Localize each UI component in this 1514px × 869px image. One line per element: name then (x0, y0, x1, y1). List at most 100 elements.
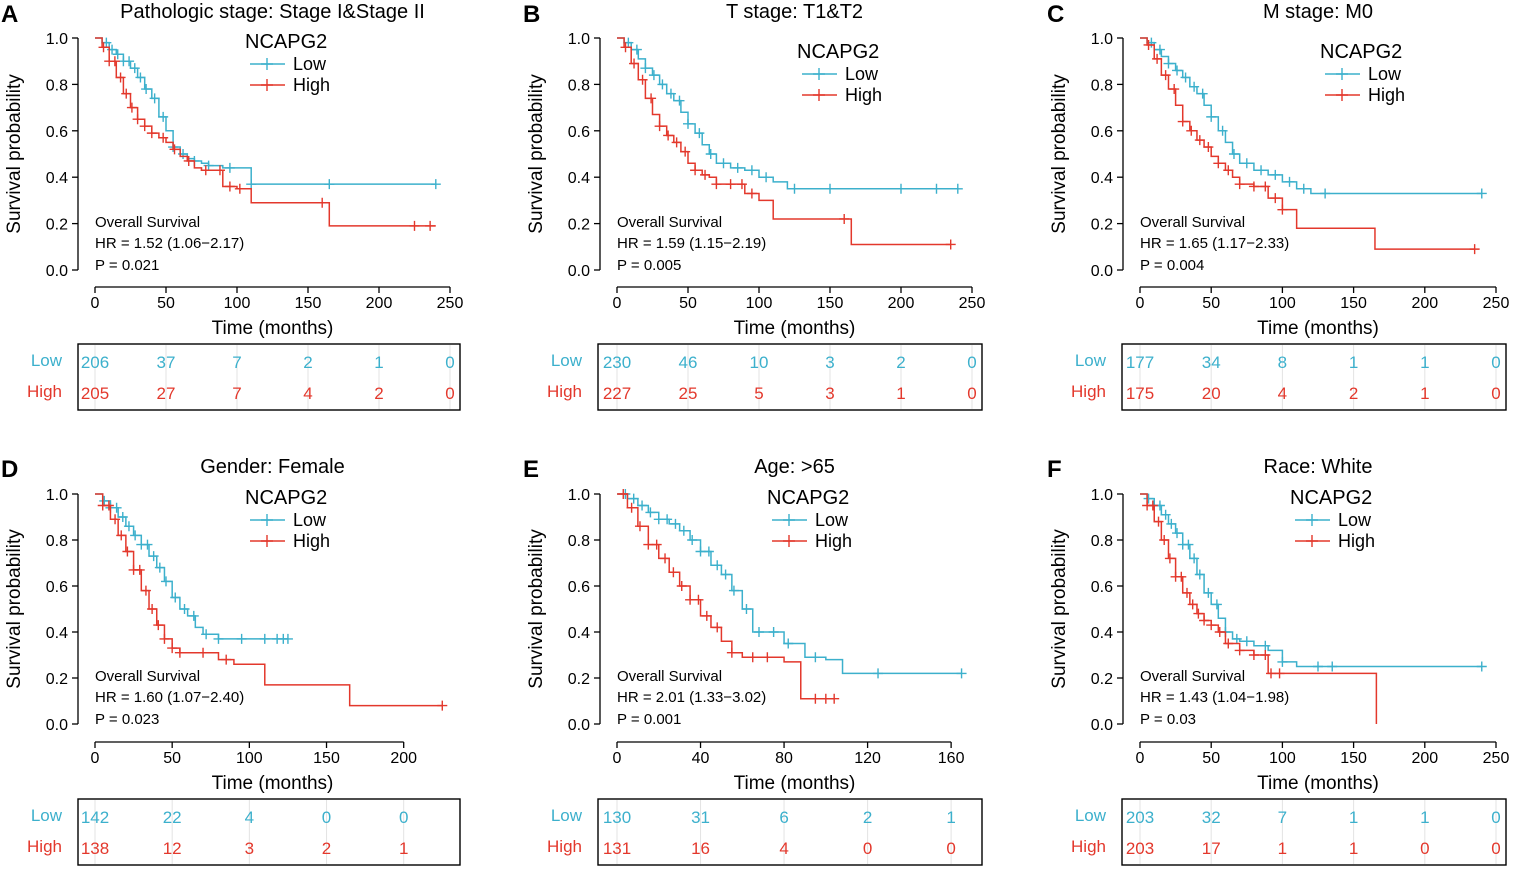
censor-mark-low (179, 604, 190, 614)
overall-survival-label: Overall Survival (95, 214, 200, 231)
x-tick-label: 250 (1483, 295, 1510, 312)
censor-mark-high (234, 183, 245, 194)
censor-mark-low (657, 79, 668, 90)
y-tick-label: 0.6 (46, 579, 68, 596)
risk-count-low: 7 (1278, 808, 1287, 827)
risk-row-label-high: High (1071, 837, 1106, 856)
x-axis-label: Time (months) (734, 318, 856, 339)
censor-mark-low (1160, 509, 1171, 520)
y-axis-label: Survival probability (526, 529, 547, 689)
risk-count-low: 22 (163, 808, 182, 827)
censor-mark-high (317, 197, 328, 208)
x-tick-label: 0 (1136, 750, 1145, 767)
risk-count-high: 227 (603, 384, 631, 403)
censor-mark-low (124, 56, 135, 67)
risk-count-high: 27 (157, 384, 176, 403)
p-value-label: P = 0.001 (617, 711, 681, 728)
x-tick-label: 100 (236, 750, 263, 767)
censor-mark-low (728, 585, 739, 596)
x-axis-label: Time (months) (212, 318, 334, 339)
risk-count-low: 6 (779, 808, 788, 827)
censor-mark-low (1197, 88, 1208, 99)
x-tick-label: 120 (854, 750, 881, 767)
censor-mark-low (224, 162, 235, 173)
risk-count-low: 206 (81, 353, 109, 372)
y-tick-label: 0.0 (46, 717, 68, 734)
legend-label-high: High (1368, 85, 1405, 105)
censor-mark-low (703, 546, 714, 557)
risk-count-high: 12 (163, 839, 182, 858)
censor-mark-high (1177, 116, 1188, 127)
y-tick-label: 0.2 (46, 671, 68, 688)
censor-mark-high (626, 502, 637, 513)
y-tick-label: 0.8 (46, 77, 68, 94)
km-panel-f: F Race: White 0.0 0.2 0.4 0.6 0.8 1.0 Survival p… (1047, 456, 1509, 866)
censor-mark-low (1180, 72, 1191, 83)
y-tick-label: 0.6 (1091, 124, 1113, 141)
x-tick-label: 100 (746, 295, 773, 312)
x-tick-label: 50 (679, 295, 697, 312)
risk-table: Low High 130 31 6 2 1 131 16 4 0 0 (547, 798, 983, 866)
x-axis-label: Time (months) (212, 773, 334, 794)
censor-mark-high (126, 102, 137, 113)
censor-mark-low (720, 569, 731, 580)
y-tick-label: 0.0 (46, 263, 68, 280)
censor-mark-high (820, 693, 831, 704)
legend-swatch-mark-high (261, 79, 273, 91)
censor-mark-low (188, 610, 199, 621)
censor-mark-high (147, 604, 158, 614)
censor-mark-high (651, 539, 662, 550)
censor-mark-high (637, 74, 648, 85)
legend-title: NCAPG2 (245, 487, 327, 509)
censor-mark-high (153, 620, 164, 631)
censor-mark-low (1231, 633, 1242, 644)
censor-mark-low (674, 95, 685, 106)
censor-mark-high (1194, 135, 1205, 146)
hazard-ratio-label: HR = 1.52 (1.06−2.17) (95, 235, 244, 252)
censor-mark-low (1172, 65, 1183, 76)
censor-mark-low (628, 493, 639, 504)
censor-mark-low (1189, 81, 1200, 92)
overall-survival-label: Overall Survival (1140, 214, 1245, 231)
censor-mark-low (1256, 165, 1267, 176)
y-tick-label: 1.0 (568, 487, 590, 504)
risk-count-high: 1 (896, 384, 905, 403)
censor-mark-low (430, 179, 441, 190)
censor-mark-high (1277, 204, 1288, 215)
risk-count-high: 0 (967, 384, 976, 403)
censor-mark-high (810, 693, 821, 704)
legend-label-low: Low (293, 54, 327, 74)
p-value-label: P = 0.005 (617, 257, 681, 274)
risk-count-high: 2 (322, 839, 331, 858)
risk-count-high: 0 (1491, 384, 1500, 403)
censor-mark-low (1194, 569, 1205, 580)
risk-count-high: 138 (81, 839, 109, 858)
risk-count-low: 0 (322, 808, 331, 827)
censor-mark-high (685, 594, 696, 605)
y-tick-label: 0.4 (1091, 625, 1113, 642)
legend-label-high: High (293, 75, 330, 95)
censor-mark-high (437, 700, 448, 711)
y-tick-label: 0.2 (46, 217, 68, 234)
censor-mark-low (1183, 539, 1194, 550)
censor-mark-low (637, 500, 648, 511)
x-tick-label: 0 (613, 295, 622, 312)
x-tick-label: 40 (692, 750, 710, 767)
censor-mark-high (1206, 620, 1217, 631)
censor-mark-high (945, 239, 956, 250)
censor-mark-low (282, 633, 293, 644)
censor-mark-high (1260, 650, 1271, 660)
km-panel-b: B T stage: T1&T2 0.0 0.2 0.4 0.6 0.8 1.0 Surviva… (523, 1, 985, 411)
risk-count-high: 4 (779, 839, 788, 858)
risk-count-high: 0 (1491, 839, 1500, 858)
y-tick-label: 0.6 (568, 124, 590, 141)
legend-label-low: Low (293, 510, 327, 530)
risk-row-label-high: High (27, 382, 62, 401)
censor-mark-high (654, 121, 665, 132)
risk-count-high: 0 (946, 839, 955, 858)
censor-mark-high (200, 165, 211, 176)
censor-mark-high (174, 647, 185, 658)
x-tick-label: 150 (1340, 750, 1367, 767)
censor-mark-high (1234, 179, 1245, 190)
censor-mark-low (956, 668, 967, 679)
